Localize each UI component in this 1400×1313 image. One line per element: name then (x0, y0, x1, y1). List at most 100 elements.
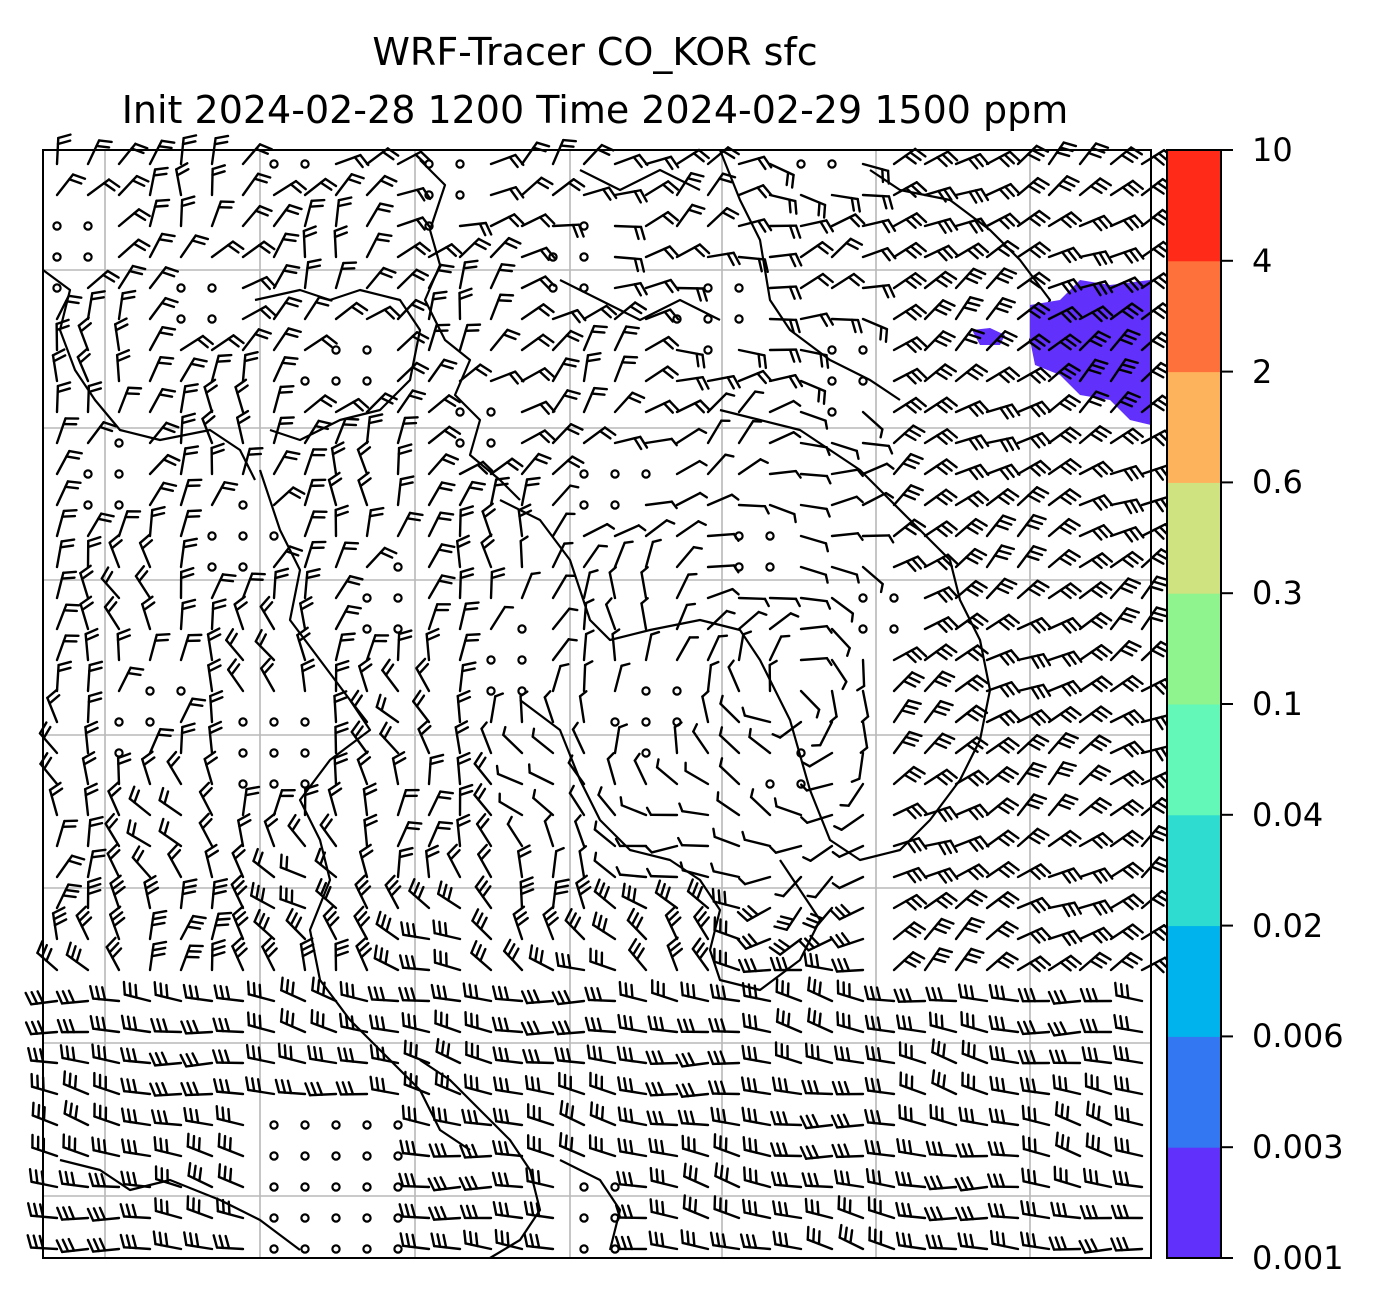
wind-barb (737, 390, 765, 414)
coastline-china-north (42, 269, 256, 481)
wind-barb-calm (238, 717, 248, 727)
wind-barb (1047, 1021, 1082, 1037)
wind-barb (179, 598, 197, 631)
wind-barb (1078, 358, 1109, 383)
wind-barb (365, 202, 394, 228)
wind-barb (1016, 209, 1051, 228)
wind-barb (589, 947, 617, 972)
wind-barb (892, 303, 927, 321)
wind-barb (1078, 214, 1114, 232)
wind-barb-calm (207, 314, 217, 324)
wind-barb (988, 1015, 1020, 1034)
wind-barb (272, 179, 307, 197)
wind-barb (613, 391, 646, 414)
wind-barb (209, 690, 224, 724)
wind-barb (675, 636, 700, 662)
wind-barb (384, 874, 402, 910)
wind-barb (923, 643, 958, 662)
wind-barb-calm (269, 1244, 279, 1254)
wind-barb (589, 1071, 617, 1096)
wind-barb (551, 989, 586, 1006)
wind-barb (489, 692, 505, 724)
wind-barb (543, 690, 555, 724)
wind-barb (526, 1134, 555, 1158)
wind-barb (1016, 863, 1052, 881)
wind-barb (675, 399, 711, 414)
wind-barb (617, 1076, 648, 1096)
wind-barb-calm (300, 1213, 310, 1223)
wind-barb (1047, 901, 1083, 918)
wind-barb-calm (486, 438, 496, 448)
wind-barb (614, 1235, 648, 1251)
wind-barb (153, 1136, 183, 1158)
wind-barb (925, 1234, 958, 1251)
wind-barb (458, 259, 479, 290)
wind-barb (303, 198, 326, 228)
wind-barb (183, 1231, 214, 1251)
wind-barb (210, 134, 230, 166)
wind-barb (89, 985, 121, 1003)
wind-barb (954, 612, 989, 631)
wind-barb-calm (331, 1213, 341, 1223)
wind-barb (456, 813, 471, 848)
wind-barb (179, 566, 195, 600)
wind-barb (1113, 1013, 1144, 1034)
wind-barb (737, 610, 768, 631)
wind-barb-calm (393, 1151, 403, 1161)
wind-barb (768, 659, 778, 693)
wind-barb (742, 1198, 772, 1220)
wind-barb (427, 790, 455, 817)
wind-barb (141, 750, 156, 786)
wind-barb (830, 565, 860, 584)
wind-barb (551, 329, 584, 352)
wind-barb (617, 1137, 648, 1158)
colorbar-tick-label: 2 (1252, 352, 1273, 391)
wind-barb (506, 815, 524, 848)
wind-barb (210, 939, 226, 972)
wind-barb (664, 905, 682, 941)
wind-barb (523, 1232, 555, 1251)
wind-barb (210, 878, 229, 910)
wind-barb (231, 905, 249, 941)
wind-barb (428, 1205, 462, 1221)
wind-barb (48, 781, 64, 817)
wind-barb (768, 612, 800, 631)
wind-barb (608, 566, 617, 600)
wind-barb (527, 763, 555, 786)
wind-barb (148, 166, 169, 197)
wind-barb (128, 785, 152, 817)
wind-barb (1109, 770, 1145, 787)
wind-barb (365, 413, 384, 445)
wind-barb (365, 305, 401, 321)
wind-barb (435, 1037, 462, 1065)
wind-barb (1016, 827, 1050, 848)
colorbar-band (1167, 704, 1221, 816)
wind-barb (150, 1017, 183, 1034)
wind-barb (861, 491, 895, 507)
wind-barb (459, 1204, 493, 1220)
wind-barb (179, 914, 207, 941)
wind-barb (427, 603, 452, 631)
wind-barb (892, 518, 927, 538)
wind-barb (551, 484, 580, 507)
wind-barb (55, 634, 80, 662)
wind-barb (86, 876, 102, 910)
wind-barb (381, 658, 400, 693)
wind-barb (589, 1101, 617, 1127)
wind-barb (1110, 1236, 1144, 1252)
wind-barb (985, 240, 1020, 259)
wind-barb (799, 441, 831, 457)
wind-barb (471, 908, 493, 941)
wind-barb (582, 426, 617, 445)
wind-barb (1017, 987, 1051, 1003)
wind-barb (212, 1017, 245, 1034)
wind-barb (675, 491, 709, 507)
wind-barb (836, 979, 865, 1003)
wind-barb (459, 1143, 493, 1159)
wind-barb (713, 1195, 741, 1220)
wind-barb (775, 1007, 803, 1034)
wind-barb (593, 878, 617, 910)
wind-barb (617, 1013, 648, 1034)
wind-barb (520, 989, 555, 1005)
